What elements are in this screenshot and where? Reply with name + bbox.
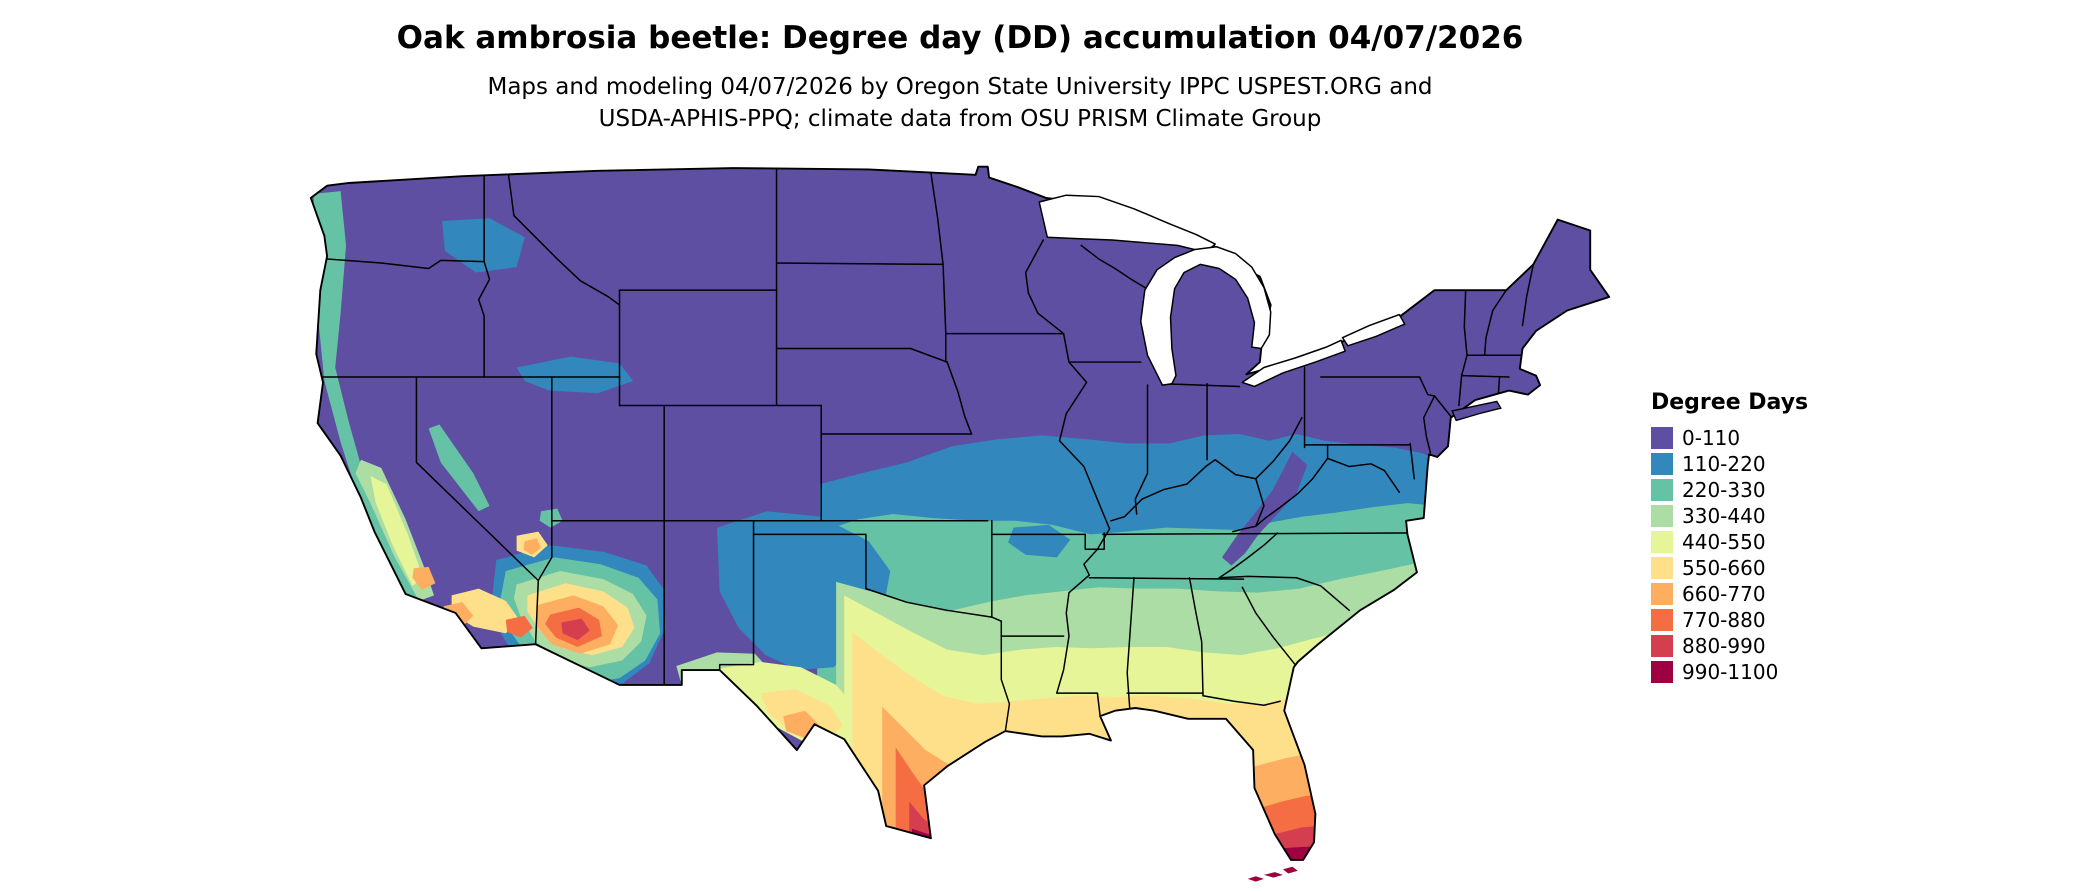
state-borders <box>316 166 1535 732</box>
title-block: Oak ambrosia beetle: Degree day (DD) acc… <box>300 0 1620 135</box>
legend-swatch <box>1651 661 1673 683</box>
legend-swatch <box>1651 557 1673 579</box>
legend-label: 440-550 <box>1682 530 1766 554</box>
legend-row: 110-220 <box>1651 451 1808 477</box>
legend-label: 220-330 <box>1682 478 1766 502</box>
legend-swatch <box>1651 453 1673 475</box>
legend-label: 0-110 <box>1682 426 1741 450</box>
legend-row: 220-330 <box>1651 477 1808 503</box>
map-color-bands <box>310 166 1610 860</box>
legend-swatch <box>1651 505 1673 527</box>
legend-swatch <box>1651 583 1673 605</box>
legend-swatch <box>1651 635 1673 657</box>
legend-label: 880-990 <box>1682 634 1766 658</box>
lake-erie <box>1241 339 1346 388</box>
legend-row: 660-770 <box>1651 581 1808 607</box>
legend-row: 550-660 <box>1651 555 1808 581</box>
legend-swatch <box>1651 531 1673 553</box>
legend-label: 550-660 <box>1682 556 1766 580</box>
legend-label: 110-220 <box>1682 452 1766 476</box>
legend-row: 770-880 <box>1651 607 1808 633</box>
page-title: Oak ambrosia beetle: Degree day (DD) acc… <box>396 20 1524 56</box>
us-degree-day-map <box>300 164 1620 883</box>
legend-label: 660-770 <box>1682 582 1766 606</box>
legend-swatch <box>1651 479 1673 501</box>
subtitle-line-1: Maps and modeling 04/07/2026 by Oregon S… <box>487 74 1433 101</box>
legend-swatch <box>1651 609 1673 631</box>
florida-keys <box>1247 866 1298 882</box>
legend-label: 330-440 <box>1682 504 1766 528</box>
lake-michigan-huron <box>1139 246 1272 386</box>
legend-row: 0-110 <box>1651 425 1808 451</box>
legend-row: 440-550 <box>1651 529 1808 555</box>
legend-row: 990-1100 <box>1651 659 1808 685</box>
legend-label: 770-880 <box>1682 608 1766 632</box>
us-map-svg <box>309 165 1611 882</box>
legend-swatch <box>1651 427 1673 449</box>
page-subtitle: Maps and modeling 04/07/2026 by Oregon S… <box>300 71 1620 135</box>
legend-title: Degree Days <box>1651 390 1809 415</box>
subtitle-line-2: USDA-APHIS-PPQ; climate data from OSU PR… <box>598 106 1322 133</box>
great-lakes <box>1038 194 1406 388</box>
long-island <box>1451 400 1502 422</box>
legend-row: 330-440 <box>1651 503 1808 529</box>
lake-ontario <box>1341 313 1406 347</box>
legend-label: 990-1100 <box>1682 660 1779 684</box>
legend-row: 880-990 <box>1651 633 1808 659</box>
legend: Degree Days 0-110 110-220 220-330 330-44… <box>1651 390 1808 685</box>
